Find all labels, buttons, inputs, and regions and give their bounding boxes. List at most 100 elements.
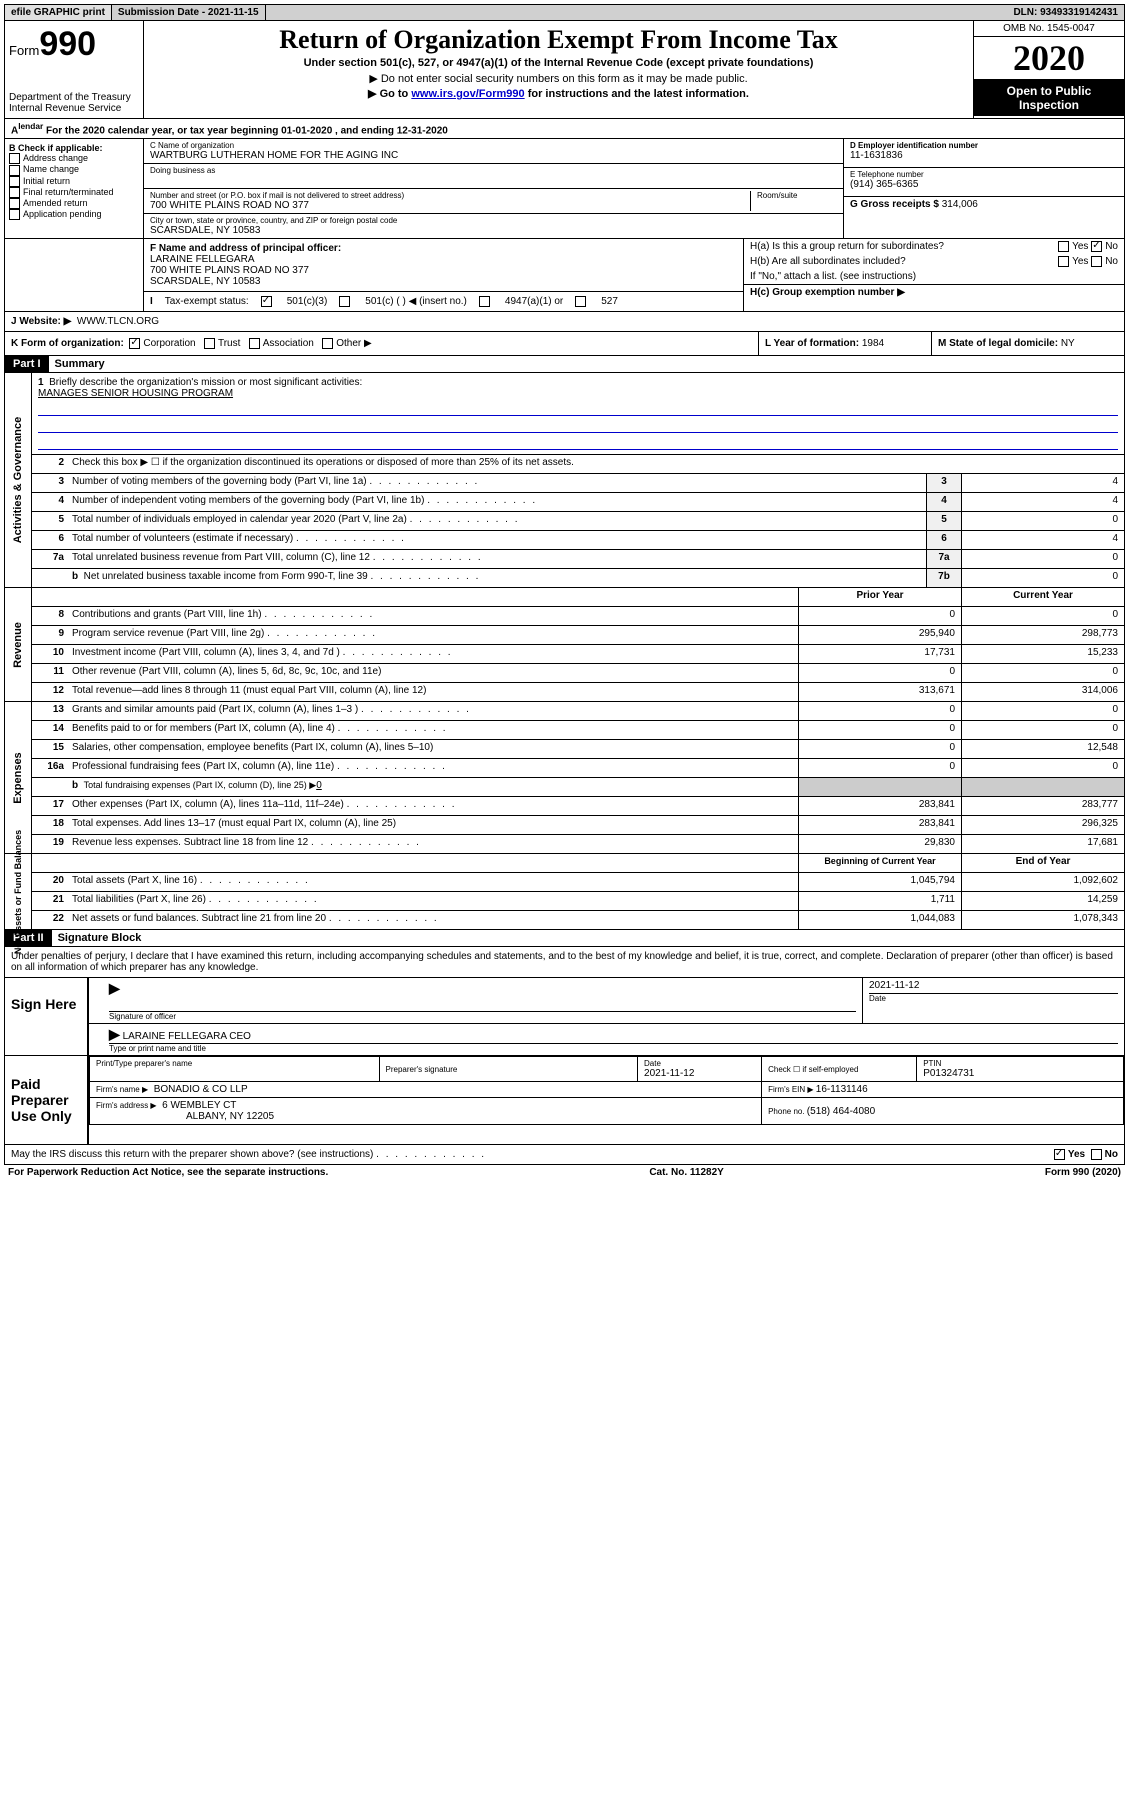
org-name-label: C Name of organization — [150, 141, 837, 150]
prep-date-label: Date — [644, 1059, 755, 1068]
expenses-section: Expenses 13Grants and similar amounts pa… — [4, 702, 1125, 854]
vert-gov-label: Activities & Governance — [12, 417, 24, 544]
l21-beg: 1,711 — [798, 892, 961, 910]
firm-name: BONADIO & CO LLP — [154, 1084, 248, 1095]
irs-link[interactable]: www.irs.gov/Form990 — [411, 88, 524, 100]
other-label: Other ▶ — [336, 338, 371, 349]
h-note: If "No," attach a list. (see instruction… — [750, 271, 916, 282]
501c3-checkbox[interactable] — [261, 296, 272, 307]
l8-prior: 0 — [798, 607, 961, 625]
name-change-checkbox[interactable] — [9, 165, 20, 176]
dept-treasury: Department of the Treasury Internal Reve… — [9, 92, 139, 114]
dln-value: 93493319142431 — [1040, 7, 1118, 18]
section-a-tax-year: Alendar For the 2020 calendar year, or t… — [4, 119, 1125, 139]
l9-desc: Program service revenue (Part VIII, line… — [72, 628, 264, 639]
l16b-val: 0 — [316, 780, 322, 791]
4947-checkbox[interactable] — [479, 296, 490, 307]
addr-change-label: Address change — [23, 153, 88, 163]
initial-label: Initial return — [23, 176, 70, 186]
amended-checkbox[interactable] — [9, 198, 20, 209]
firm-phone: (518) 464-4080 — [807, 1106, 875, 1117]
hb-no-checkbox[interactable] — [1091, 256, 1102, 267]
sign-here-label: Sign Here — [5, 978, 89, 1055]
note2-post: for instructions and the latest informat… — [525, 88, 749, 100]
vert-rev-label: Revenue — [12, 622, 24, 668]
phone-value: (914) 365-6365 — [850, 179, 1118, 190]
line7a-desc: Total unrelated business revenue from Pa… — [72, 552, 370, 563]
trust-label: Trust — [218, 338, 240, 349]
final-return-checkbox[interactable] — [9, 187, 20, 198]
hb-yes-checkbox[interactable] — [1058, 256, 1069, 267]
check-applicable: B Check if applicable: Address change Na… — [5, 139, 144, 238]
website-row: J Website: ▶ WWW.TLCN.ORG — [4, 312, 1125, 332]
end-year-hdr: End of Year — [961, 854, 1124, 872]
l9-curr: 298,773 — [961, 626, 1124, 644]
assoc-checkbox[interactable] — [249, 338, 260, 349]
k-label: K Form of organization: — [11, 338, 124, 349]
501c-checkbox[interactable] — [339, 296, 350, 307]
m-label: M State of legal domicile: — [938, 338, 1061, 349]
l20-end: 1,092,602 — [961, 873, 1124, 891]
preparer-label: Paid Preparer Use Only — [5, 1056, 89, 1144]
line2-desc: Check this box ▶ ☐ if the organization d… — [68, 455, 1124, 473]
form-note1: ▶ Do not enter social security numbers o… — [152, 71, 965, 86]
ein-label: D Employer identification number — [850, 141, 1118, 150]
perjury-statement: Under penalties of perjury, I declare th… — [4, 947, 1125, 978]
form-subtitle: Under section 501(c), 527, or 4947(a)(1)… — [152, 55, 965, 71]
efile-print-button[interactable]: efile GRAPHIC print — [5, 5, 112, 20]
l12-curr: 314,006 — [961, 683, 1124, 701]
prep-check-label: Check ☐ if self-employed — [768, 1065, 910, 1074]
application-checkbox[interactable] — [9, 209, 20, 220]
org-city: SCARSDALE, NY 10583 — [150, 225, 837, 236]
l21-desc: Total liabilities (Part X, line 26) — [72, 894, 206, 905]
trust-checkbox[interactable] — [204, 338, 215, 349]
l16a-curr: 0 — [961, 759, 1124, 777]
other-checkbox[interactable] — [322, 338, 333, 349]
l22-desc: Net assets or fund balances. Subtract li… — [72, 913, 326, 924]
l13-prior: 0 — [798, 702, 961, 720]
l11-prior: 0 — [798, 664, 961, 682]
line1-label: Briefly describe the organization's miss… — [49, 377, 362, 388]
officer-addr: 700 WHITE PLAINS ROAD NO 377 — [150, 265, 737, 276]
l22-beg: 1,044,083 — [798, 911, 961, 929]
top-bar: efile GRAPHIC print Submission Date - 20… — [4, 4, 1125, 21]
form-org-row: K Form of organization: Corporation Trus… — [4, 332, 1125, 356]
line3-desc: Number of voting members of the governin… — [72, 476, 367, 487]
l17-curr: 283,777 — [961, 797, 1124, 815]
part2-header: Part II Signature Block — [4, 930, 1125, 947]
sign-date-label: Date — [869, 993, 1118, 1003]
addr-change-checkbox[interactable] — [9, 153, 20, 164]
curr-year-hdr: Current Year — [961, 588, 1124, 606]
mission-value: MANAGES SENIOR HOUSING PROGRAM — [38, 388, 1118, 399]
l19-prior: 29,830 — [798, 835, 961, 853]
initial-return-checkbox[interactable] — [9, 176, 20, 187]
dln-label: DLN: — [1013, 7, 1040, 18]
ha-yes-checkbox[interactable] — [1058, 241, 1069, 252]
prior-year-hdr: Prior Year — [798, 588, 961, 606]
corp-checkbox[interactable] — [129, 338, 140, 349]
line6-val: 4 — [961, 531, 1124, 549]
tax-exempt-label: Tax-exempt status: — [165, 296, 249, 307]
ha-no-checkbox[interactable] — [1091, 241, 1102, 252]
line5-val: 0 — [961, 512, 1124, 530]
discuss-yes: Yes — [1068, 1149, 1085, 1160]
addr-label: Number and street (or P.O. box if mail i… — [150, 191, 744, 200]
line4-val: 4 — [961, 493, 1124, 511]
name-change-label: Name change — [23, 164, 79, 174]
527-checkbox[interactable] — [575, 296, 586, 307]
note2-pre: ▶ Go to — [368, 88, 411, 100]
officer-label: F Name and address of principal officer: — [150, 243, 737, 254]
room-label: Room/suite — [757, 191, 837, 200]
4947-label: 4947(a)(1) or — [505, 296, 563, 307]
tax-year: 2020 — [974, 37, 1124, 80]
l12-prior: 313,671 — [798, 683, 961, 701]
form-note2: ▶ Go to www.irs.gov/Form990 for instruct… — [152, 86, 965, 101]
preparer-table: Print/Type preparer's name Preparer's si… — [89, 1056, 1124, 1125]
discuss-yes-checkbox[interactable] — [1054, 1149, 1065, 1160]
form-header: Form990 Department of the Treasury Inter… — [4, 21, 1125, 119]
l15-prior: 0 — [798, 740, 961, 758]
line7b-val: 0 — [961, 569, 1124, 587]
officer-sig-name: LARAINE FELLEGARA CEO — [123, 1031, 251, 1042]
l18-desc: Total expenses. Add lines 13–17 (must eq… — [68, 816, 798, 834]
discuss-no-checkbox[interactable] — [1091, 1149, 1102, 1160]
